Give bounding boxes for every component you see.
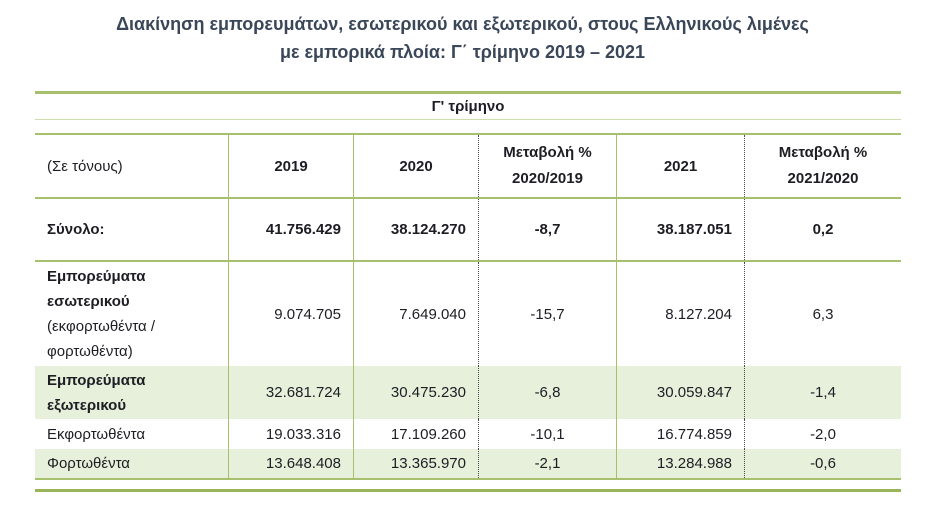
table-row-unloaded: Εκφορτωθέντα 19.033.316 17.109.260 -10,1… bbox=[35, 419, 901, 449]
header-unit-label: (Σε τόνους) bbox=[35, 135, 229, 197]
row-label: Εκφορτωθέντα bbox=[35, 419, 229, 449]
table-cell: -1,4 bbox=[810, 384, 836, 401]
title-line-2: με εμπορικά πλοία: Γ΄ τρίμηνο 2019 – 202… bbox=[279, 42, 646, 62]
table-row-total: Σύνολο: 41.756.429 38.124.270 -8,7 38.18… bbox=[35, 199, 901, 262]
table-cell: -15,7 bbox=[479, 262, 617, 366]
table-row-loaded: Φορτωθέντα 13.648.408 13.365.970 -2,1 13… bbox=[35, 449, 901, 478]
header-change-2-sub: 2021/2020 bbox=[787, 170, 859, 187]
quarter-band-label: Γ' τρίμηνο bbox=[431, 98, 505, 115]
bottom-rule bbox=[35, 489, 901, 492]
table-cell: 41.756.429 bbox=[229, 199, 354, 260]
table-header-row: (Σε τόνους) 2019 2020 Μεταβολή % 2020/20… bbox=[35, 135, 901, 199]
table-cell: -2,1 bbox=[479, 449, 617, 478]
row-label-main: Εκφορτωθέντα bbox=[47, 425, 146, 443]
table-cell: 13.365.970 bbox=[354, 449, 479, 478]
table-cell: 9.074.705 bbox=[229, 262, 354, 366]
row-label-sub: (εκφορτωθέντα / φορτωθέντα) bbox=[47, 318, 156, 360]
row-label-main: Εμπορεύματα εξωτερικού bbox=[47, 371, 146, 414]
table-cell: 7.649.040 bbox=[354, 262, 479, 366]
table-cell: 32.681.724 bbox=[229, 366, 354, 419]
row-label-main: Εμπορεύματα εσωτερικού bbox=[47, 268, 146, 310]
header-col-2019: 2019 bbox=[229, 135, 354, 197]
table-cell: 16.774.859 bbox=[617, 419, 745, 449]
row-label: Εμπορεύματα εξωτερικού bbox=[35, 366, 229, 419]
table-cell: -2,0 bbox=[810, 425, 836, 443]
header-change-1-sub: 2020/2019 bbox=[512, 170, 583, 187]
header-col-2021: 2021 bbox=[617, 135, 745, 197]
row-label: Εμπορεύματα εσωτερικού (εκφορτωθέντα / φ… bbox=[35, 262, 229, 366]
table-cell: -10,1 bbox=[479, 419, 617, 449]
page-title: Διακίνηση εμπορευμάτων, εσωτερικού και ε… bbox=[0, 10, 925, 66]
row-label-main: Φορτωθέντα bbox=[47, 455, 130, 472]
table-cell: 30.059.847 bbox=[617, 366, 745, 419]
table-cell: 30.475.230 bbox=[354, 366, 479, 419]
quarter-band: Γ' τρίμηνο bbox=[35, 91, 901, 120]
table-cell: 6,3 bbox=[812, 305, 834, 323]
table-row-domestic-goods: Εμπορεύματα εσωτερικού (εκφορτωθέντα / φ… bbox=[35, 262, 901, 366]
table-cell: 13.648.408 bbox=[229, 449, 354, 478]
table-cell: 17.109.260 bbox=[354, 419, 479, 449]
table-cell: 19.033.316 bbox=[229, 419, 354, 449]
table-cell: 38.124.270 bbox=[354, 199, 479, 260]
table-cell: 38.187.051 bbox=[617, 199, 745, 260]
header-change-2-label: Μεταβολή % bbox=[778, 144, 868, 161]
table-row-foreign-goods: Εμπορεύματα εξωτερικού 32.681.724 30.475… bbox=[35, 366, 901, 419]
table-cell: -0,6 bbox=[810, 455, 836, 472]
table-area: Γ' τρίμηνο (Σε τόνους) 2019 2020 Μεταβολ… bbox=[35, 91, 901, 492]
title-line-1: Διακίνηση εμπορευμάτων, εσωτερικού και ε… bbox=[116, 14, 809, 34]
table-cell: 8.127.204 bbox=[617, 262, 745, 366]
header-col-change-2020-2019: Μεταβολή % 2020/2019 bbox=[479, 135, 617, 197]
table-cell: -6,8 bbox=[479, 366, 617, 419]
header-col-change-2021-2020: Μεταβολή % 2021/2020 bbox=[745, 135, 901, 197]
data-table: (Σε τόνους) 2019 2020 Μεταβολή % 2020/20… bbox=[35, 133, 901, 480]
header-change-1-label: Μεταβολή % bbox=[503, 144, 592, 161]
page: Διακίνηση εμπορευμάτων, εσωτερικού και ε… bbox=[0, 10, 925, 517]
row-label: Σύνολο: bbox=[35, 199, 229, 260]
row-label: Φορτωθέντα bbox=[35, 449, 229, 478]
table-cell: 0,2 bbox=[812, 221, 834, 238]
row-label-main: Σύνολο: bbox=[47, 221, 105, 238]
header-col-2020: 2020 bbox=[354, 135, 479, 197]
table-cell: -8,7 bbox=[479, 199, 617, 260]
table-cell: 13.284.988 bbox=[617, 449, 745, 478]
